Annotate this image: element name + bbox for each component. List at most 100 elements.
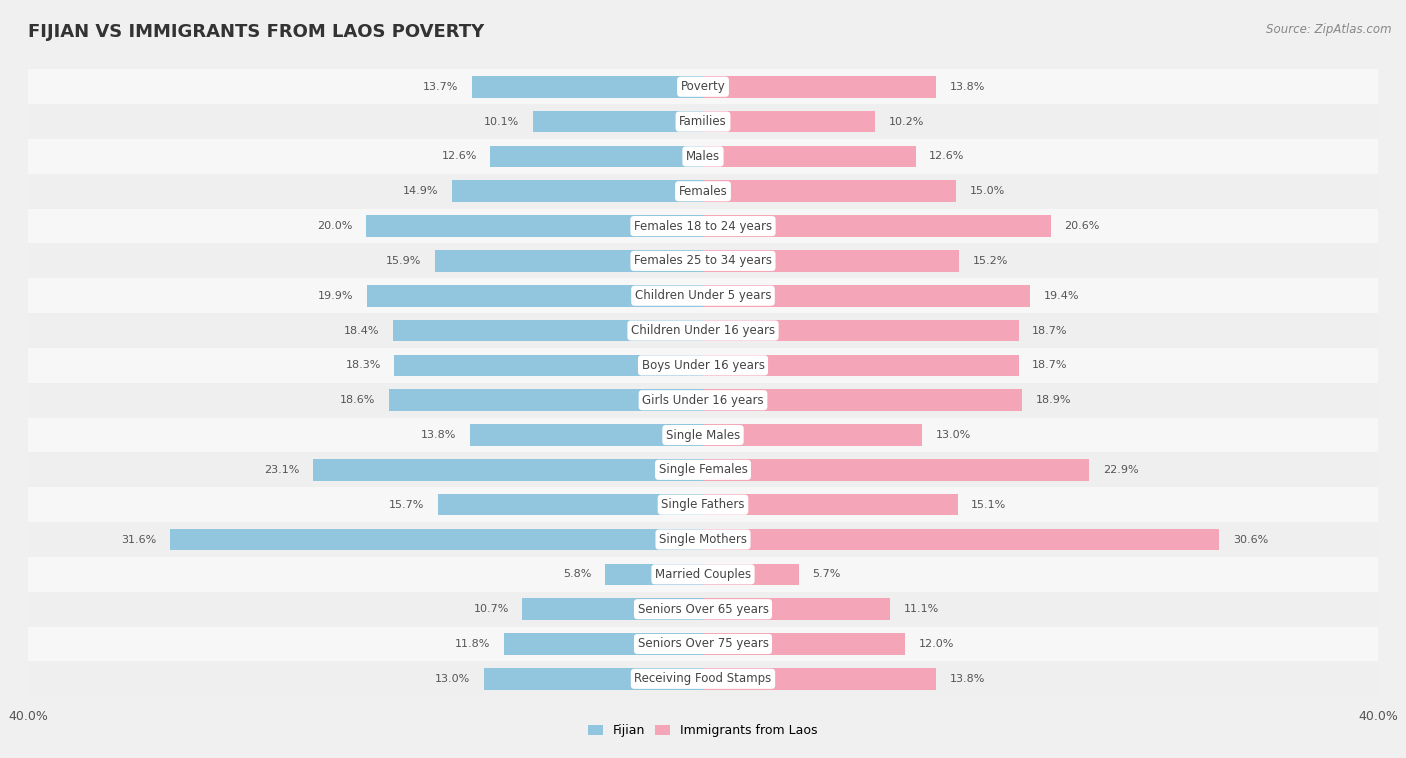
Text: 20.6%: 20.6% [1064,221,1099,231]
Bar [28,487,1378,522]
Text: Females: Females [679,185,727,198]
Text: 15.9%: 15.9% [385,256,422,266]
Text: 10.1%: 10.1% [484,117,519,127]
Bar [392,320,703,341]
Text: Children Under 16 years: Children Under 16 years [631,324,775,337]
Text: 14.9%: 14.9% [402,186,439,196]
Text: 13.0%: 13.0% [434,674,470,684]
Bar [470,424,703,446]
Text: 31.6%: 31.6% [121,534,156,544]
Bar [28,418,1378,453]
Text: Males: Males [686,150,720,163]
Text: 18.6%: 18.6% [340,395,375,406]
Bar [28,278,1378,313]
Bar [703,111,875,133]
Bar [367,285,703,306]
Text: Females 25 to 34 years: Females 25 to 34 years [634,255,772,268]
Bar [703,494,957,515]
Bar [28,453,1378,487]
Bar [28,139,1378,174]
Text: 22.9%: 22.9% [1102,465,1139,475]
Text: 15.7%: 15.7% [389,500,425,509]
Text: Families: Families [679,115,727,128]
Bar [389,390,703,411]
Text: 19.9%: 19.9% [318,291,354,301]
Bar [703,146,915,168]
Text: Boys Under 16 years: Boys Under 16 years [641,359,765,372]
Bar [703,215,1050,236]
Bar [439,494,703,515]
Text: 5.8%: 5.8% [564,569,592,579]
Bar [605,563,703,585]
Bar [170,529,703,550]
Text: Source: ZipAtlas.com: Source: ZipAtlas.com [1267,23,1392,36]
Text: Seniors Over 65 years: Seniors Over 65 years [637,603,769,615]
Text: 18.4%: 18.4% [343,325,380,336]
Text: 5.7%: 5.7% [813,569,841,579]
Bar [491,146,703,168]
Text: Single Males: Single Males [666,428,740,441]
Bar [28,522,1378,557]
Text: Receiving Food Stamps: Receiving Food Stamps [634,672,772,685]
Text: 12.0%: 12.0% [920,639,955,649]
Bar [394,355,703,376]
Text: Single Females: Single Females [658,463,748,476]
Text: 13.7%: 13.7% [423,82,458,92]
Text: 15.0%: 15.0% [970,186,1005,196]
Text: 23.1%: 23.1% [264,465,299,475]
Bar [703,390,1022,411]
Bar [523,598,703,620]
Bar [703,563,799,585]
Legend: Fijian, Immigrants from Laos: Fijian, Immigrants from Laos [588,725,818,738]
Text: 10.7%: 10.7% [474,604,509,614]
Text: 11.8%: 11.8% [456,639,491,649]
Bar [366,215,703,236]
Bar [703,76,936,98]
Bar [503,633,703,655]
Bar [703,529,1219,550]
Bar [703,320,1018,341]
Text: 19.4%: 19.4% [1043,291,1080,301]
Text: Married Couples: Married Couples [655,568,751,581]
Bar [703,180,956,202]
Text: 13.8%: 13.8% [422,430,457,440]
Text: Single Fathers: Single Fathers [661,498,745,511]
Bar [533,111,703,133]
Bar [28,592,1378,627]
Bar [472,76,703,98]
Text: FIJIAN VS IMMIGRANTS FROM LAOS POVERTY: FIJIAN VS IMMIGRANTS FROM LAOS POVERTY [28,23,485,41]
Bar [703,285,1031,306]
Text: 13.8%: 13.8% [949,82,984,92]
Bar [28,208,1378,243]
Text: 10.2%: 10.2% [889,117,924,127]
Bar [703,598,890,620]
Text: Females 18 to 24 years: Females 18 to 24 years [634,220,772,233]
Bar [28,662,1378,697]
Text: 11.1%: 11.1% [904,604,939,614]
Bar [703,355,1018,376]
Text: 18.7%: 18.7% [1032,360,1067,371]
Bar [703,250,959,271]
Bar [314,459,703,481]
Bar [703,459,1090,481]
Text: Single Mothers: Single Mothers [659,533,747,546]
Text: Children Under 5 years: Children Under 5 years [634,290,772,302]
Text: 15.1%: 15.1% [972,500,1007,509]
Text: 20.0%: 20.0% [316,221,352,231]
Bar [28,174,1378,208]
Bar [703,633,905,655]
Text: 18.7%: 18.7% [1032,325,1067,336]
Text: 18.3%: 18.3% [346,360,381,371]
Text: 12.6%: 12.6% [441,152,477,161]
Text: Seniors Over 75 years: Seniors Over 75 years [637,637,769,650]
Text: 30.6%: 30.6% [1233,534,1268,544]
Bar [451,180,703,202]
Bar [28,383,1378,418]
Text: 13.8%: 13.8% [949,674,984,684]
Text: Poverty: Poverty [681,80,725,93]
Text: 18.9%: 18.9% [1035,395,1071,406]
Text: 13.0%: 13.0% [936,430,972,440]
Text: 15.2%: 15.2% [973,256,1008,266]
Bar [434,250,703,271]
Bar [703,668,936,690]
